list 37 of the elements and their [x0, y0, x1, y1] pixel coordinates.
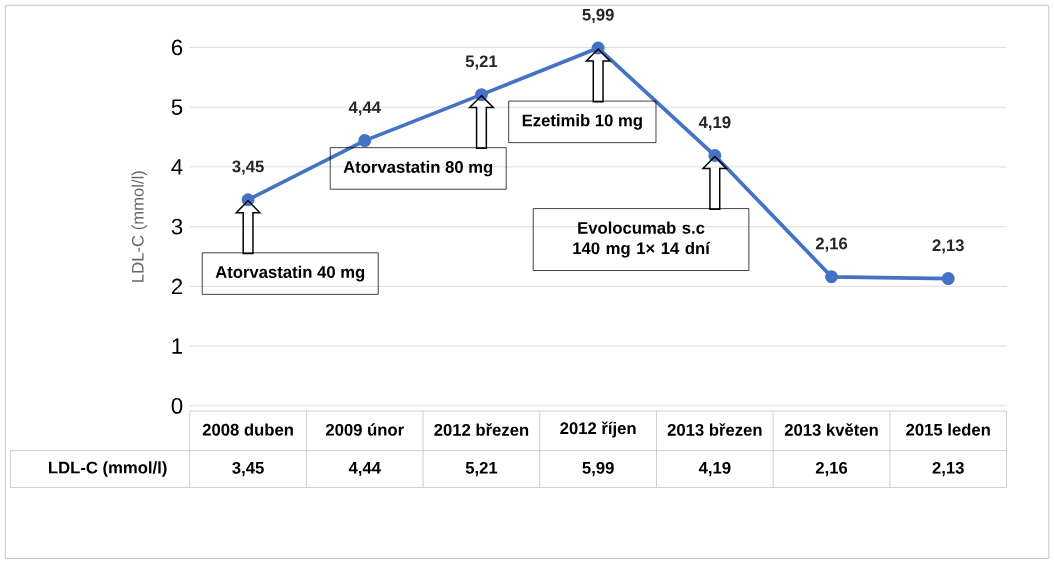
text: 5,21: [465, 55, 498, 70]
data-label: 5,99: [582, 461, 614, 477]
y-tick-label: 0: [171, 397, 183, 414]
annotation: Atorvastatin 40 mg: [215, 265, 365, 282]
data-label: 5,21: [465, 461, 498, 477]
data-label: 4,19: [698, 461, 731, 477]
point: [825, 270, 839, 284]
y-tick-label: 5: [171, 99, 183, 115]
text: 4,19: [698, 116, 731, 131]
x-tick-label: 2013 květen: [784, 423, 878, 436]
y-tick-label: 3: [171, 218, 183, 235]
y-tick-label: 4: [171, 159, 183, 175]
x-tick-label: 2013 březen: [667, 423, 762, 436]
x-tick-label: 2015 leden: [906, 423, 990, 436]
y-tick-label: 1: [172, 338, 183, 354]
text: 2,13: [932, 239, 964, 254]
data-label: 2,13: [932, 461, 964, 477]
annotation: Ezetimib 10 mg: [522, 114, 642, 130]
y-tick-label: 6: [171, 39, 183, 56]
data-label: 3,45: [232, 461, 264, 477]
point: [358, 134, 372, 148]
y-tick-label: 2: [171, 278, 183, 295]
x-tick-label: 2009 únor: [325, 423, 404, 436]
text: 2,16: [815, 237, 848, 252]
text: 5,99: [582, 8, 614, 24]
y-axis-title: LDL-C (mmol/l): [131, 171, 147, 282]
data-label: 4,44: [348, 462, 381, 477]
text: LDL-C (mmol/l): [49, 461, 167, 477]
point: [941, 272, 955, 286]
annotation: Evolocumab s.c 140 mg 1× 14 dní: [573, 221, 711, 258]
annotation: Atorvastatin 80 mg: [343, 160, 493, 177]
x-tick-label: 2012 říjen: [560, 421, 636, 438]
x-tick-label: 2008 duben: [202, 423, 293, 436]
data-label: 2,16: [815, 461, 848, 477]
text: 4,44: [348, 101, 381, 116]
x-tick-label: 2012 březen: [434, 423, 529, 436]
text: 3,45: [232, 160, 264, 175]
